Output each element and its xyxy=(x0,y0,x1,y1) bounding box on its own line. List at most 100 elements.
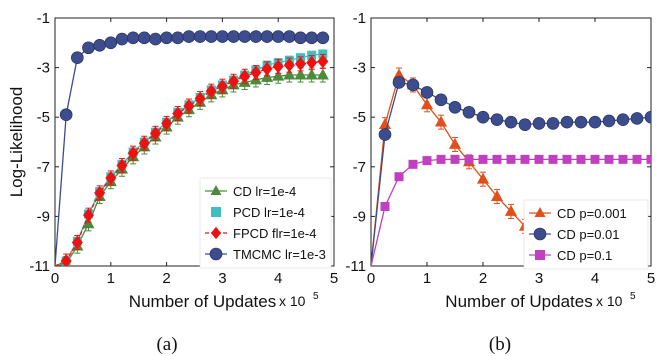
data-point xyxy=(260,70,274,82)
data-point xyxy=(394,172,404,182)
data-point xyxy=(227,30,240,43)
y-tick-label: -7 xyxy=(353,159,366,176)
data-point xyxy=(644,110,651,124)
data-point xyxy=(272,59,284,74)
data-point xyxy=(462,105,476,119)
data-point xyxy=(448,137,462,149)
data-point xyxy=(392,68,406,80)
panel-a-chart: 0 1 2 3 4 5 -11 -9 -7 -5 -3 -1 Number of Updates x 10… xyxy=(7,10,338,355)
data-point xyxy=(271,30,285,43)
data-point xyxy=(476,172,490,184)
data-point xyxy=(228,74,240,89)
data-point xyxy=(590,154,600,164)
data-point xyxy=(249,30,263,43)
y-tick-label: -7 xyxy=(37,159,50,176)
x-tick-label: 2 xyxy=(162,270,170,287)
legend-marker xyxy=(211,226,221,240)
y-tick-label: -9 xyxy=(37,208,50,225)
data-point xyxy=(194,91,206,106)
data-point xyxy=(71,51,84,64)
data-point xyxy=(283,58,295,72)
data-point xyxy=(160,31,173,45)
data-point xyxy=(182,30,196,43)
y-tick-label: -3 xyxy=(353,60,366,77)
data-point xyxy=(434,93,448,107)
data-point xyxy=(238,30,252,43)
data-point xyxy=(82,41,95,55)
legend-marker xyxy=(210,185,222,195)
data-point xyxy=(532,117,546,130)
data-point xyxy=(294,68,307,80)
legend-marker xyxy=(534,207,546,217)
data-point xyxy=(306,55,318,70)
legend-marker xyxy=(209,247,223,261)
data-point xyxy=(115,32,129,46)
x-exponent-label: 5 xyxy=(313,291,319,302)
data-point xyxy=(204,30,218,43)
x-tick-label: 3 xyxy=(218,270,226,287)
data-point xyxy=(193,30,207,43)
legend-label: CD p=0.1 xyxy=(557,248,612,263)
panel-caption: (b) xyxy=(489,334,511,355)
y-tick-label: -3 xyxy=(37,60,50,77)
data-point xyxy=(434,115,448,127)
data-point xyxy=(316,68,329,80)
data-point xyxy=(316,31,330,45)
data-point xyxy=(546,117,560,130)
data-point xyxy=(127,146,139,161)
data-point xyxy=(392,76,406,89)
x-tick-label: 0 xyxy=(51,270,59,287)
data-point xyxy=(82,217,95,229)
legend-label: CD p=0.001 xyxy=(557,206,627,221)
data-point xyxy=(534,154,544,164)
data-point xyxy=(138,136,150,151)
data-point xyxy=(104,36,118,50)
data-point xyxy=(380,201,390,211)
data-point xyxy=(305,68,318,80)
data-point xyxy=(602,114,616,128)
data-point xyxy=(59,108,73,122)
x-tick-label: 4 xyxy=(591,270,599,287)
legend-label: CD lr=1e-4 xyxy=(233,184,296,199)
legend: CD lr=1e-4 PCD lr=1e-4 FPCD flr=1e-4 TMCMC … xyxy=(199,177,332,269)
data-point xyxy=(490,113,504,126)
data-point xyxy=(172,106,184,121)
data-point xyxy=(504,204,518,216)
x-tick-label: 0 xyxy=(367,270,375,287)
x-tick-label: 5 xyxy=(647,270,655,287)
data-point xyxy=(149,32,162,46)
x-tick-label: 3 xyxy=(535,270,543,287)
data-point xyxy=(183,99,195,113)
legend-label: FPCD flr=1e-4 xyxy=(233,226,316,241)
legend-marker xyxy=(211,207,221,217)
data-point xyxy=(378,128,392,141)
y-tick-label: -5 xyxy=(37,109,50,126)
data-point xyxy=(520,154,530,164)
data-point xyxy=(420,98,434,110)
x-axis-label: Number of Updates xyxy=(129,292,276,311)
data-point xyxy=(506,154,516,164)
data-point xyxy=(576,154,586,164)
data-point xyxy=(448,100,462,114)
x-multiplier-label: x 10 xyxy=(279,293,306,309)
data-point xyxy=(646,154,651,164)
data-point xyxy=(574,115,588,129)
data-point xyxy=(216,79,228,94)
data-point xyxy=(250,65,262,80)
series-4 xyxy=(55,30,330,266)
data-point xyxy=(149,126,161,141)
data-point xyxy=(478,154,488,164)
data-point xyxy=(504,115,518,129)
data-point xyxy=(464,154,474,164)
data-point xyxy=(261,61,273,76)
series-2 xyxy=(371,76,651,266)
data-point xyxy=(588,115,602,129)
x-tick-label: 1 xyxy=(423,270,431,287)
data-point xyxy=(630,112,644,125)
data-point xyxy=(548,154,558,164)
data-point xyxy=(294,31,307,45)
data-point xyxy=(260,30,274,43)
data-point xyxy=(408,159,418,169)
data-point xyxy=(618,154,628,164)
y-tick-label: -1 xyxy=(37,10,50,27)
